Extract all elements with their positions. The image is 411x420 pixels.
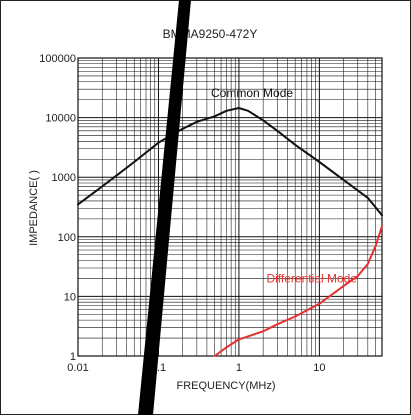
series-layer <box>77 107 383 357</box>
y-tick-label: 1 <box>70 351 76 363</box>
annotation-differential-mode: Differential Mode <box>266 272 357 286</box>
x-tick-label: 0.01 <box>67 362 88 374</box>
y-axis-label: IMPEDANCE( ) <box>28 170 40 246</box>
x-axis-label: FREQUENCY(MHz) <box>177 380 276 392</box>
series-line-common-mode <box>77 107 383 217</box>
series-line-differential-mode <box>213 225 383 357</box>
y-tick-label: 10000 <box>45 113 76 125</box>
annotation-common-mode: Common Mode <box>211 86 293 100</box>
y-tick-label: 10 <box>64 291 76 303</box>
y-tick-label: 100 <box>58 232 76 244</box>
annotation-layer: Common Mode Differential Mode <box>211 86 357 285</box>
x-tick-label: 1 <box>236 362 242 374</box>
y-tick-label: 1000 <box>52 172 76 184</box>
plot-area <box>77 57 383 357</box>
x-tick-label: 10 <box>313 362 325 374</box>
y-tick-label: 100000 <box>39 53 76 65</box>
pen-stroke-overlay <box>138 0 191 415</box>
